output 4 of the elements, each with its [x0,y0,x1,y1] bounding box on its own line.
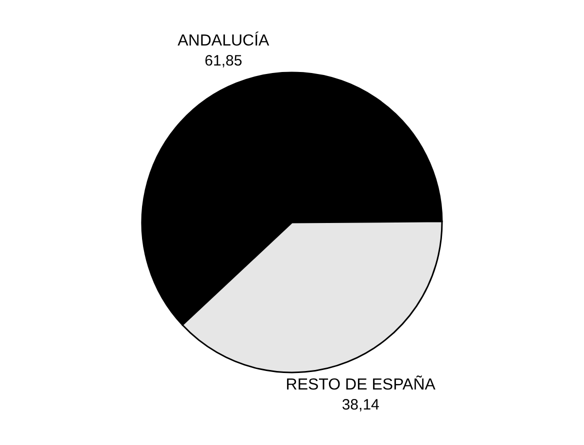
slice-label: RESTO DE ESPAÑA [286,374,436,394]
slice-label: ANDALUCÍA [178,32,270,50]
data-label: 38,14 [342,396,380,414]
data-label: 61,85 [204,52,242,70]
